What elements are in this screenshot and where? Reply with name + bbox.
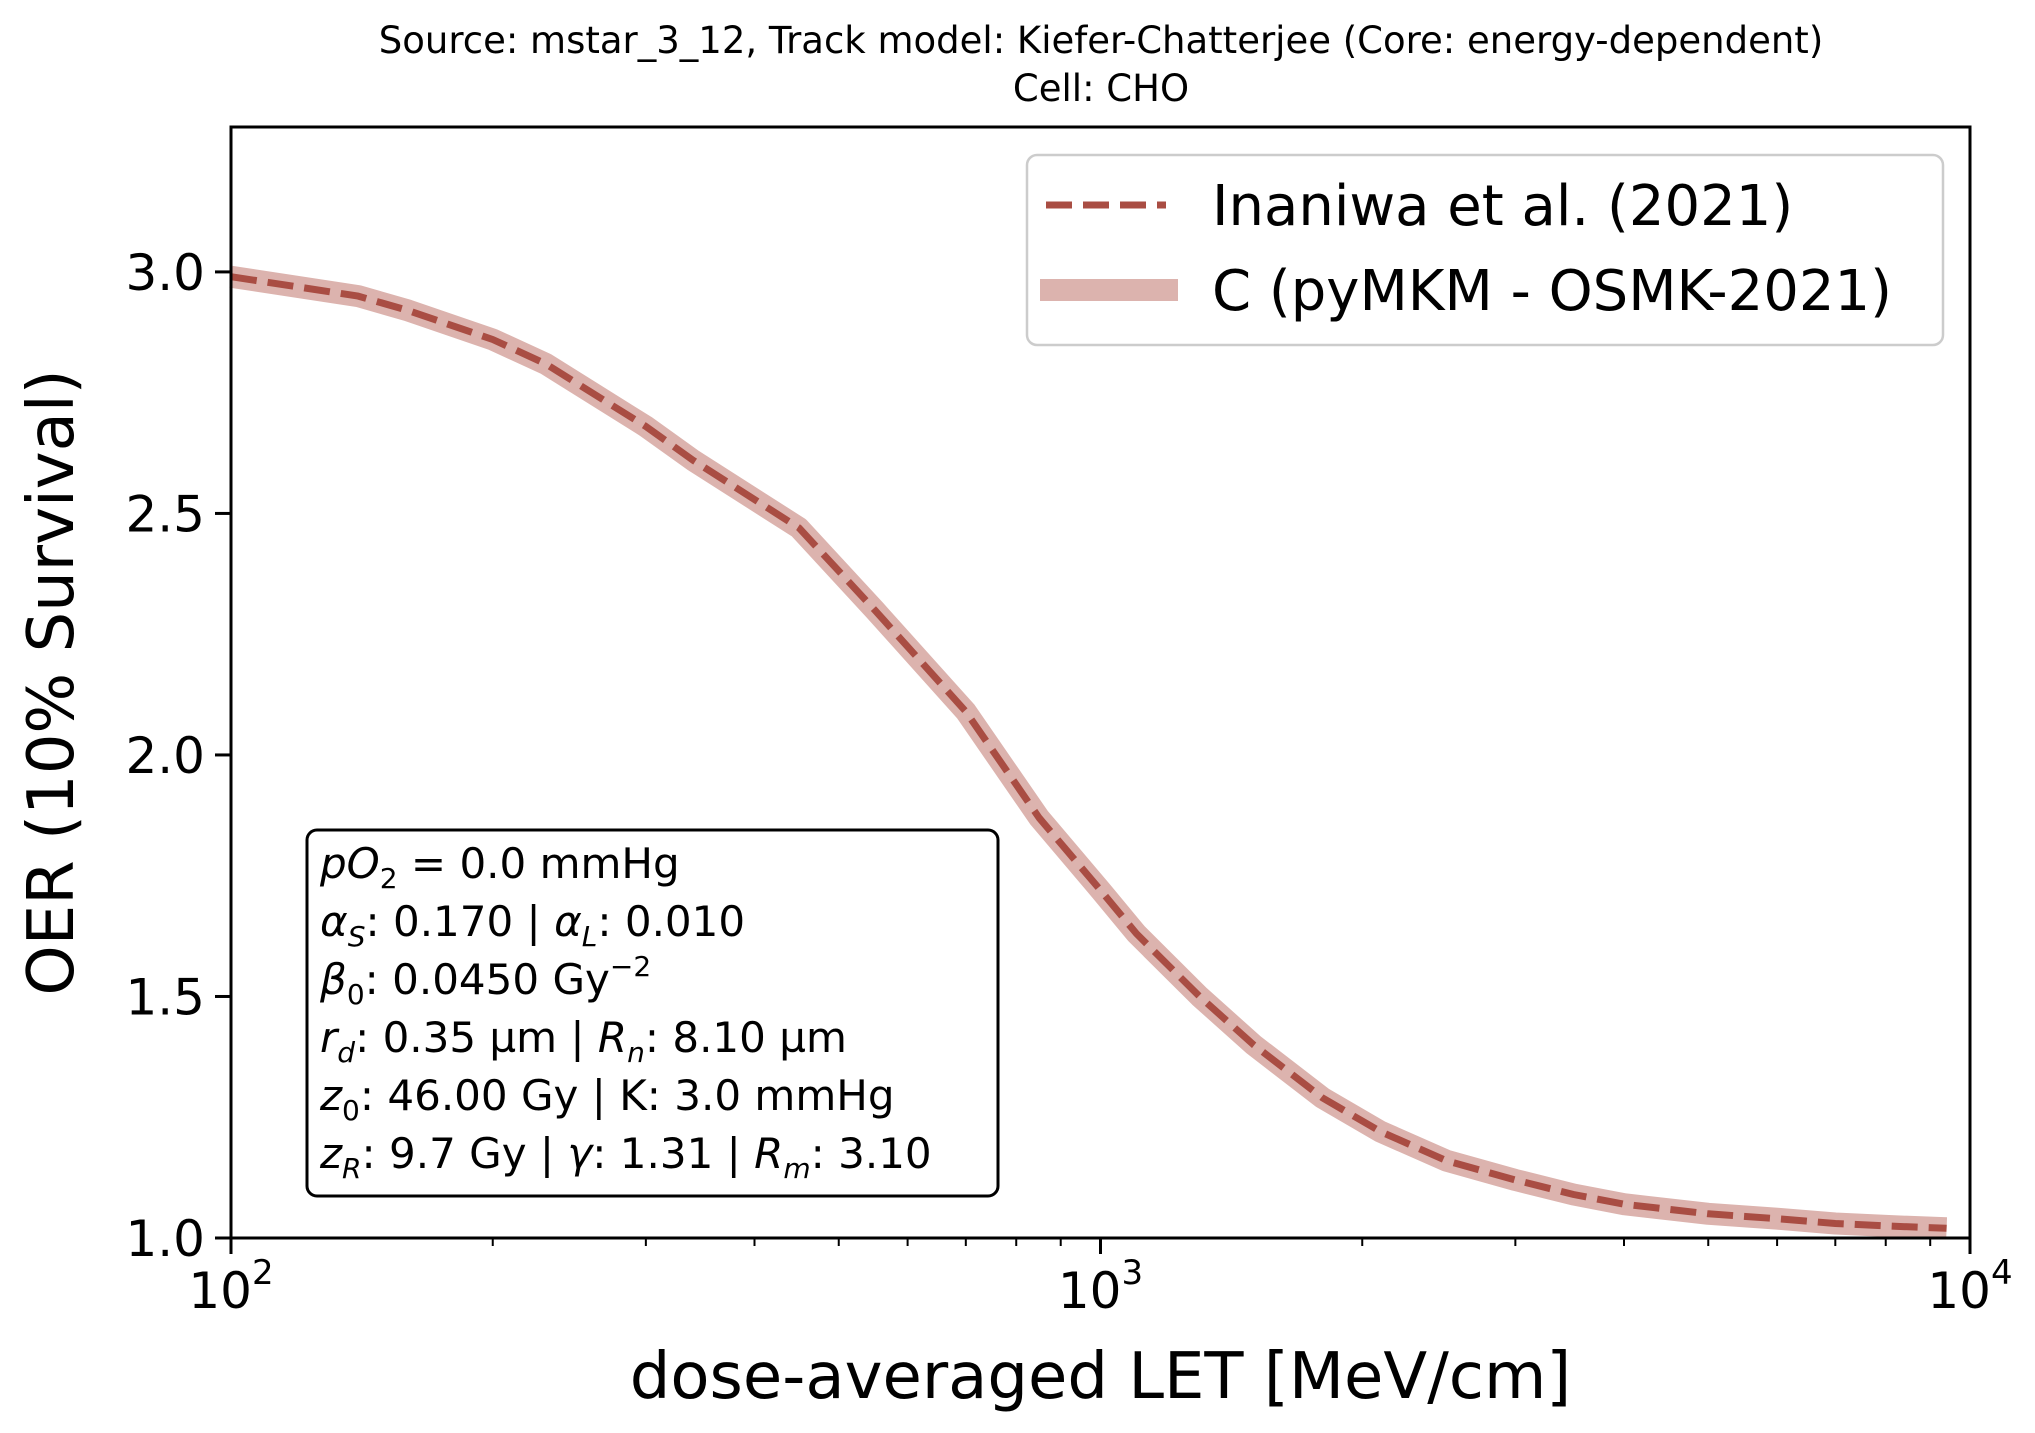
x-axis-label: dose-averaged LET [MeV/cm]	[630, 1340, 1572, 1414]
parameter-box-frame	[305, 828, 1000, 1198]
chart-title: Source: mstar_3_12, Track model: Kiefer-…	[379, 19, 1824, 62]
parameter-line: rd: 0.35 µm | Rn: 8.10 µm	[320, 1013, 847, 1069]
parameter-line: zR: 9.7 Gy | γ: 1.31 | Rm: 3.10	[319, 1129, 932, 1185]
parameter-line: pO2 = 0.0 mmHg	[319, 839, 680, 895]
y-tick-label: 2.5	[125, 485, 205, 543]
legend: Inaniwa et al. (2021) C (pyMKM - OSMK-202…	[1025, 153, 1945, 347]
x-tick-label: 104	[1927, 1253, 2012, 1320]
series-line-inaniwa	[230, 273, 1947, 1232]
y-tick-label: 3.0	[125, 244, 205, 302]
legend-label: C (pyMKM - OSMK-2021)	[1212, 259, 1892, 324]
x-tick-label: 103	[1058, 1253, 1143, 1320]
x-axis: 102 103 104	[188, 1238, 2013, 1320]
y-tick-label: 2.0	[125, 727, 205, 785]
legend-label: Inaniwa et al. (2021)	[1212, 174, 1793, 239]
chart-subtitle: Cell: CHO	[1013, 67, 1189, 110]
x-tick-label: 102	[188, 1253, 273, 1320]
y-tick-label: 1.5	[125, 968, 205, 1026]
parameter-line: β0: 0.0450 Gy−2	[319, 950, 651, 1011]
y-axis-label: OER (10% Survival)	[15, 369, 89, 995]
series-layer	[229, 265, 1948, 1240]
y-tick-label: 1.0	[125, 1210, 205, 1268]
parameter-line: z0: 46.00 Gy | K: 3.0 mmHg	[319, 1071, 894, 1127]
parameter-line: αS: 0.170 | αL: 0.010	[320, 897, 745, 953]
legend-frame	[1025, 153, 1945, 347]
y-axis: 1.0 1.5 2.0 2.5 3.0	[125, 244, 231, 1268]
